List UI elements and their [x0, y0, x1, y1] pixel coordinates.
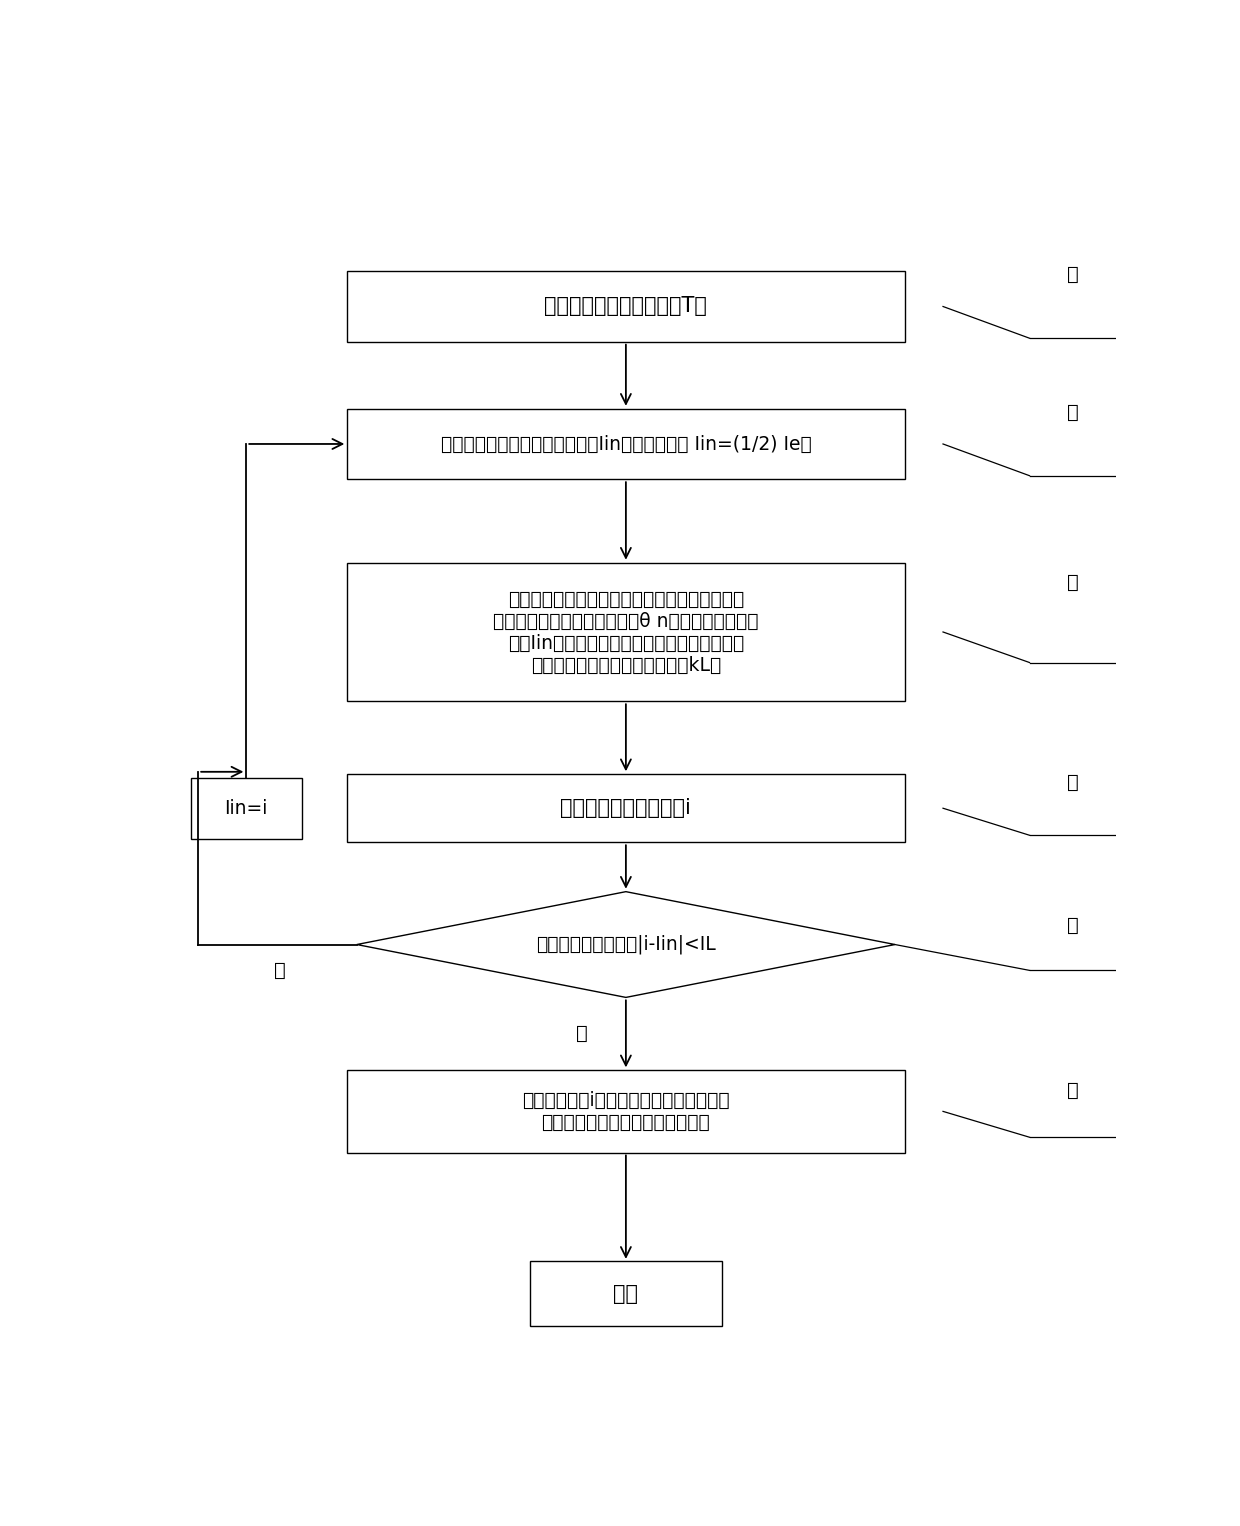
Text: 是: 是 [575, 1024, 588, 1044]
FancyBboxPatch shape [347, 409, 905, 479]
Text: 给定开关磁阻电机的转矩T；: 给定开关磁阻电机的转矩T； [544, 296, 707, 316]
Text: 三: 三 [1066, 574, 1079, 592]
Text: 查开关磁阻电机全域非线性电感曲线簇数据表，
获得当开关磁阻电机转子位置θ n时、与相绕组参考
电流Iin对应的相绕组瞬时电感，进而获得该点
相绕组瞬时电感对应的: 查开关磁阻电机全域非线性电感曲线簇数据表， 获得当开关磁阻电机转子位置θ n时、… [494, 589, 759, 674]
FancyBboxPatch shape [347, 563, 905, 702]
FancyBboxPatch shape [529, 1260, 722, 1326]
FancyBboxPatch shape [191, 778, 301, 839]
Text: 将相绕组电流i输出并加载到相绕组两端，
实现开关磁阻电机恒定转矩控制。: 将相绕组电流i输出并加载到相绕组两端， 实现开关磁阻电机恒定转矩控制。 [522, 1091, 729, 1132]
Text: Iin=i: Iin=i [224, 798, 268, 818]
Text: 一: 一 [1066, 266, 1079, 284]
FancyBboxPatch shape [347, 774, 905, 842]
FancyBboxPatch shape [347, 272, 905, 342]
Text: 二: 二 [1066, 403, 1079, 421]
Text: 否: 否 [274, 961, 285, 980]
Text: 四: 四 [1066, 772, 1079, 792]
Text: 获得输出的相绕组电流i: 获得输出的相绕组电流i [560, 798, 692, 818]
Text: 结束: 结束 [614, 1283, 639, 1303]
Text: 判断是否满足关系式|i-Iin|<IL: 判断是否满足关系式|i-Iin|<IL [536, 935, 715, 954]
Text: 六: 六 [1066, 1080, 1079, 1100]
Text: 五: 五 [1066, 916, 1079, 935]
Text: 开关磁阻电机的相绕组的电流为Iin，并初始化为 Iin=(1/2) Ie；: 开关磁阻电机的相绕组的电流为Iin，并初始化为 Iin=(1/2) Ie； [440, 435, 811, 453]
Polygon shape [357, 891, 895, 998]
FancyBboxPatch shape [347, 1070, 905, 1152]
